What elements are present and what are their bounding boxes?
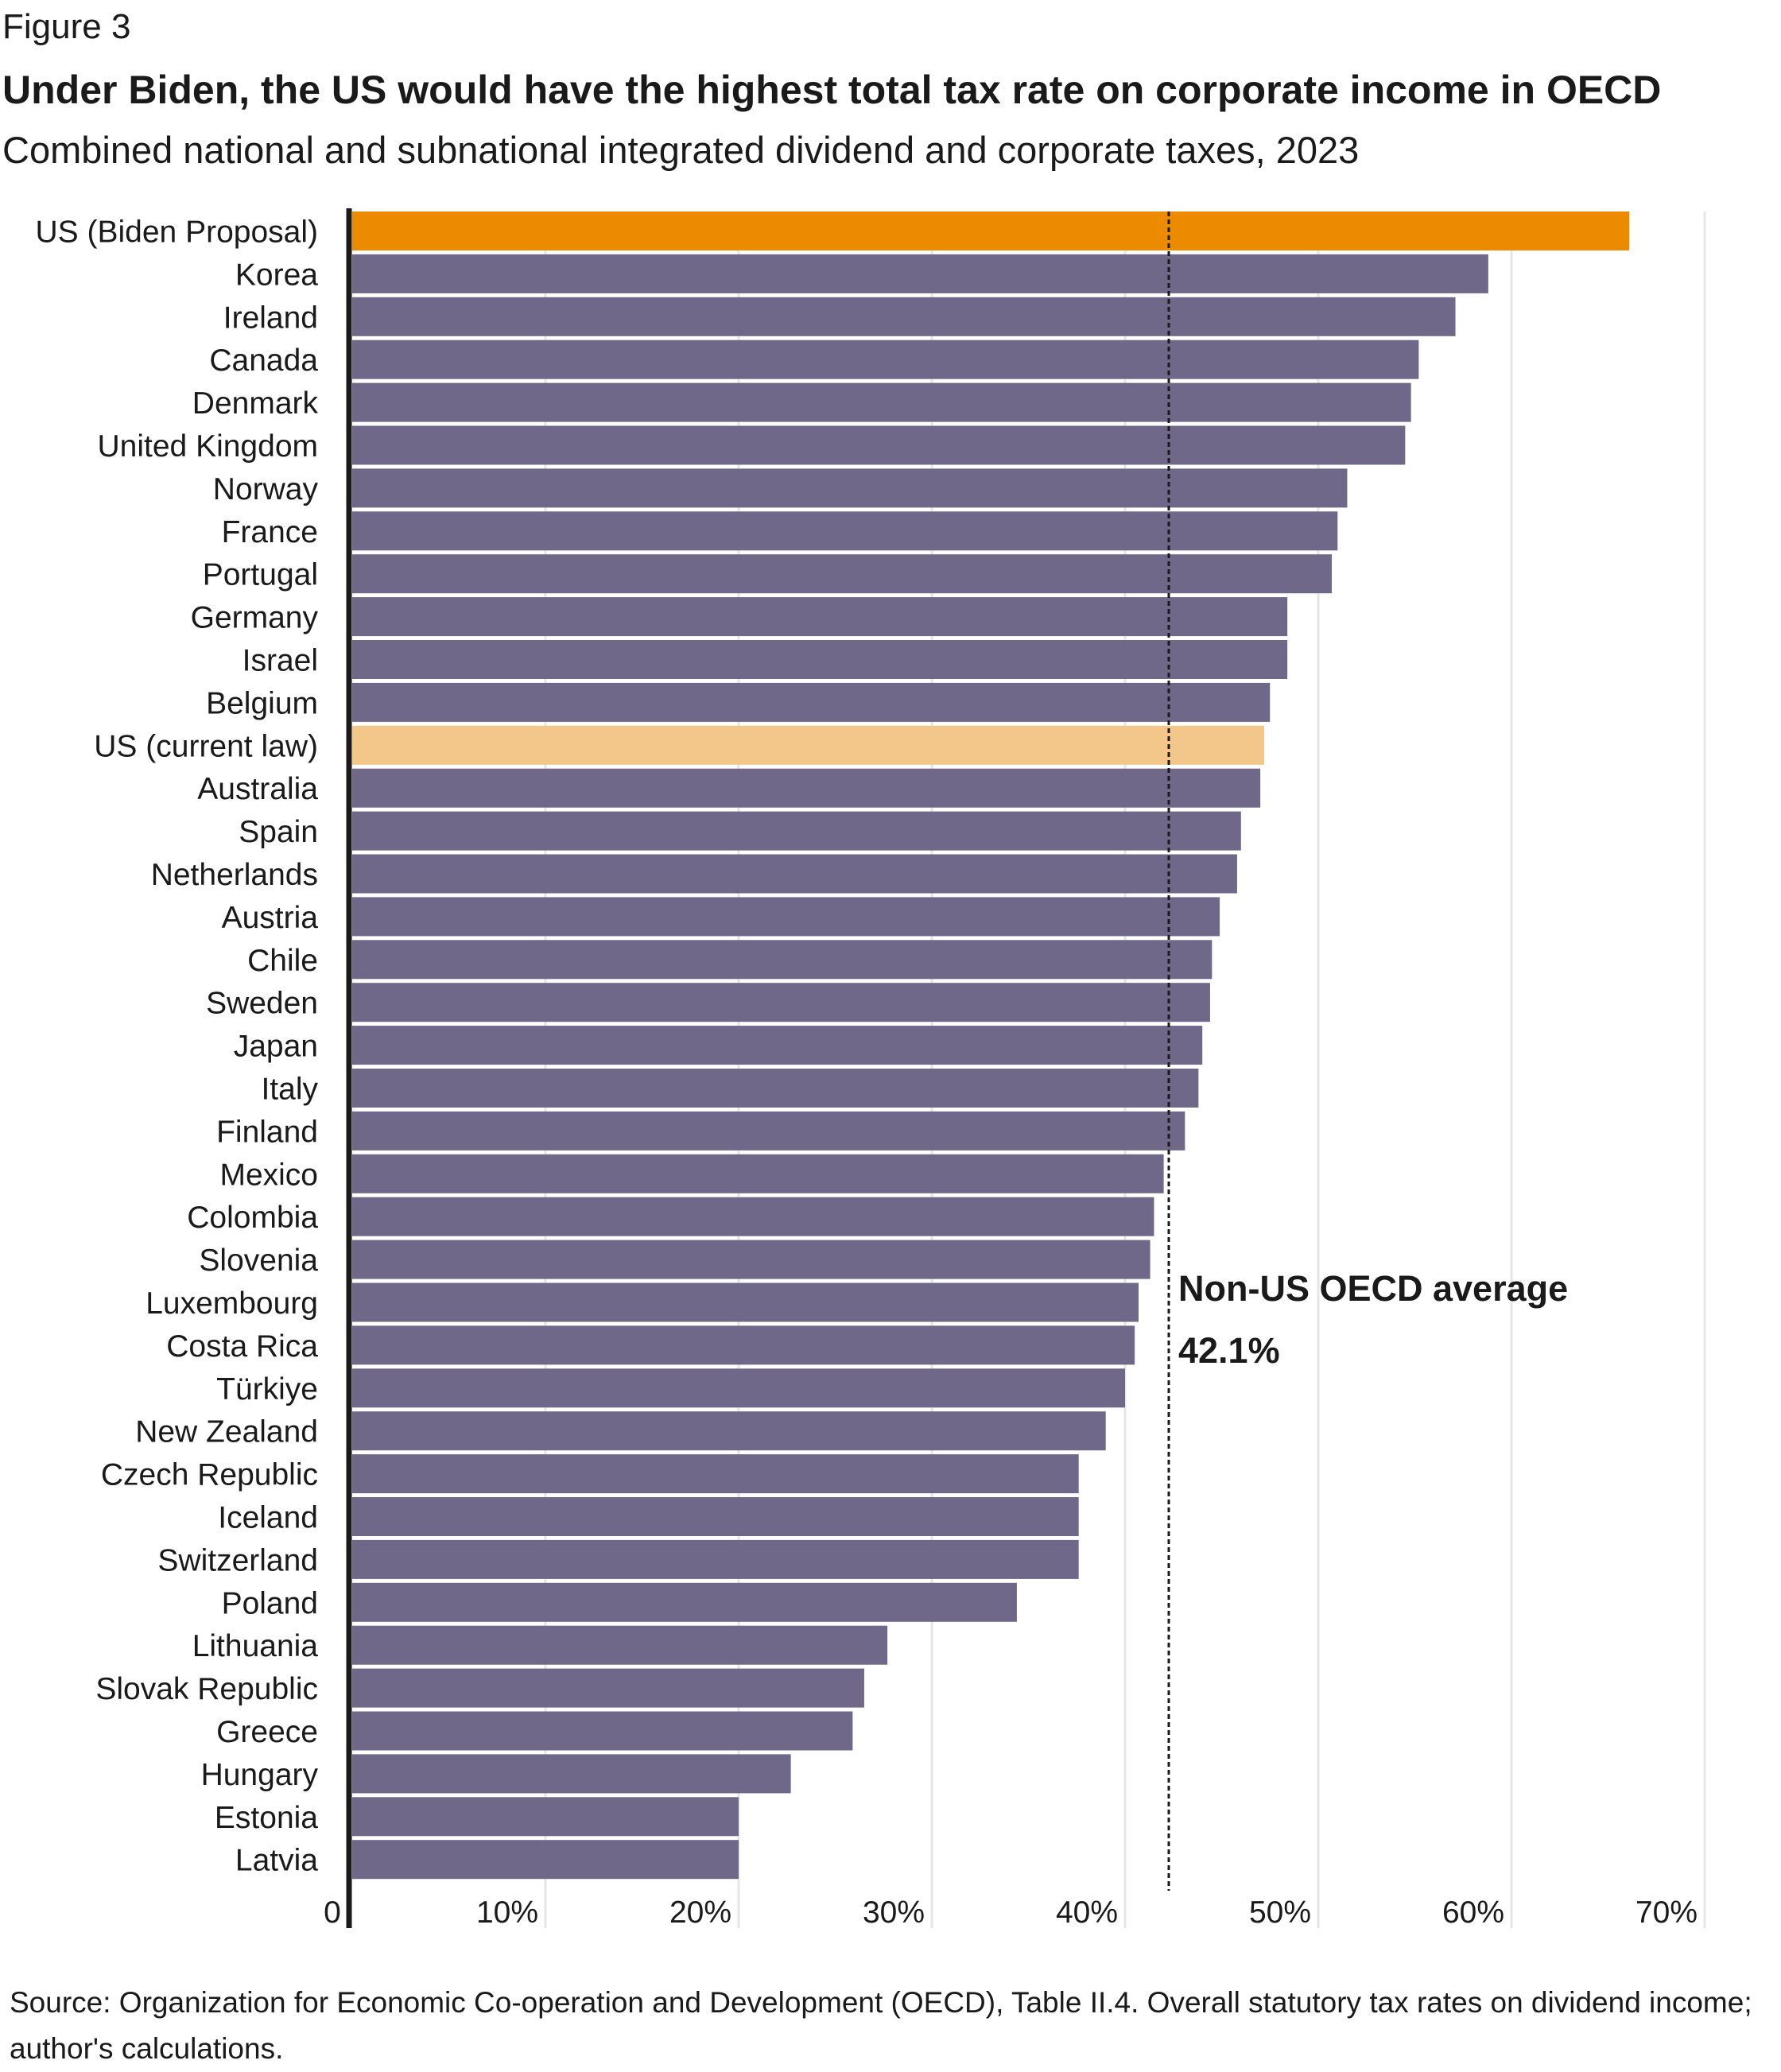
category-label: Portugal <box>203 558 318 592</box>
bar <box>352 511 1338 551</box>
bar <box>352 640 1288 679</box>
category-label: Ireland <box>223 301 318 335</box>
bar <box>352 1325 1135 1365</box>
bar <box>352 1711 853 1751</box>
bar <box>352 1411 1106 1451</box>
category-label: Belgium <box>206 686 318 720</box>
bar <box>352 1668 864 1708</box>
bar <box>352 983 1210 1022</box>
category-label: Lithuania <box>192 1629 319 1663</box>
reference-label: Non-US OECD average <box>1178 1268 1568 1309</box>
category-label: Germany <box>191 601 319 635</box>
bar <box>352 811 1241 851</box>
x-tick-labels: 0 10% 20% 30% 40% 50% 60% 70% <box>324 1895 1698 1930</box>
chart-subtitle: Combined national and subnational integr… <box>2 129 1360 171</box>
category-label: US (Biden Proposal) <box>36 215 319 250</box>
bar <box>352 1026 1203 1065</box>
x-tick-label: 20% <box>669 1895 731 1930</box>
category-label: Australia <box>197 772 318 806</box>
category-label: Hungary <box>201 1758 319 1792</box>
category-label: Poland <box>222 1586 318 1620</box>
bar <box>352 1368 1125 1408</box>
bar <box>352 1197 1154 1236</box>
bar <box>352 554 1333 594</box>
bar <box>352 1069 1199 1108</box>
bar <box>352 1840 739 1880</box>
category-label: Switzerland <box>157 1543 318 1577</box>
reference-value-label: 42.1% <box>1178 1330 1280 1371</box>
chart-title: Under Biden, the US would have the highe… <box>2 68 1662 112</box>
category-label: Korea <box>235 258 318 292</box>
category-label: Israel <box>243 644 318 678</box>
bar <box>352 940 1213 980</box>
bar <box>352 211 1630 250</box>
bars <box>352 211 1630 1880</box>
category-label: Netherlands <box>151 858 318 892</box>
bar <box>352 425 1406 465</box>
bar <box>352 1625 888 1665</box>
category-label: Japan <box>234 1030 318 1064</box>
x-tick-label: 0 <box>324 1895 341 1930</box>
bar <box>352 1282 1139 1322</box>
category-label: Colombia <box>187 1201 318 1235</box>
bar <box>352 854 1237 894</box>
bar <box>352 1111 1185 1150</box>
category-label: Canada <box>209 343 318 378</box>
bar <box>352 254 1488 293</box>
bar <box>352 1240 1150 1279</box>
x-tick-label: 70% <box>1635 1895 1698 1930</box>
x-tick-label: 60% <box>1442 1895 1504 1930</box>
bar <box>352 768 1261 808</box>
bar <box>352 725 1264 765</box>
bar <box>352 1754 791 1794</box>
source-note: Source: Organization for Economic Co-ope… <box>10 1986 1752 2065</box>
x-tick-label: 40% <box>1056 1895 1118 1930</box>
category-label: US (current law) <box>94 729 318 763</box>
bar <box>352 297 1456 336</box>
figure-label: Figure 3 <box>2 7 131 46</box>
category-label: Estonia <box>215 1801 318 1835</box>
x-tick-label: 50% <box>1249 1895 1311 1930</box>
bar <box>352 1539 1079 1579</box>
category-label: Austria <box>222 901 319 935</box>
category-label: Finland <box>216 1115 318 1149</box>
category-label: Türkiye <box>216 1372 318 1407</box>
bar <box>352 1154 1164 1193</box>
category-labels: US (Biden Proposal) Korea Ireland Canada Den… <box>36 215 319 1878</box>
bar <box>352 468 1348 508</box>
bar <box>352 1582 1017 1622</box>
bar <box>352 682 1271 722</box>
bar <box>352 340 1419 379</box>
category-label: Chile <box>247 944 318 978</box>
category-label: United Kingdom <box>98 429 319 464</box>
category-label: Denmark <box>192 386 319 421</box>
category-label: Slovenia <box>199 1244 318 1278</box>
category-label: Iceland <box>218 1501 318 1535</box>
bar <box>352 1497 1079 1536</box>
category-label: Greece <box>216 1715 318 1749</box>
category-label: Luxembourg <box>146 1286 318 1321</box>
category-label: Sweden <box>206 987 318 1021</box>
x-tick-label: 30% <box>863 1895 925 1930</box>
category-label: Slovak Republic <box>95 1672 318 1706</box>
category-label: Norway <box>213 472 319 506</box>
x-tick-label: 10% <box>476 1895 538 1930</box>
bar <box>352 597 1288 637</box>
category-label: New Zealand <box>135 1415 318 1449</box>
bar <box>352 1454 1079 1494</box>
bar-chart: US (Biden Proposal) Korea Ireland Canada Den… <box>36 208 1706 1930</box>
category-label: Spain <box>239 815 318 849</box>
bar <box>352 382 1411 422</box>
category-label: Costa Rica <box>166 1329 318 1364</box>
category-label: Latvia <box>235 1844 318 1878</box>
category-label: Czech Republic <box>101 1458 318 1492</box>
category-label: Mexico <box>219 1158 318 1192</box>
bar <box>352 897 1220 937</box>
category-label: Italy <box>261 1073 318 1107</box>
category-label: France <box>222 515 318 549</box>
bar <box>352 1797 739 1837</box>
